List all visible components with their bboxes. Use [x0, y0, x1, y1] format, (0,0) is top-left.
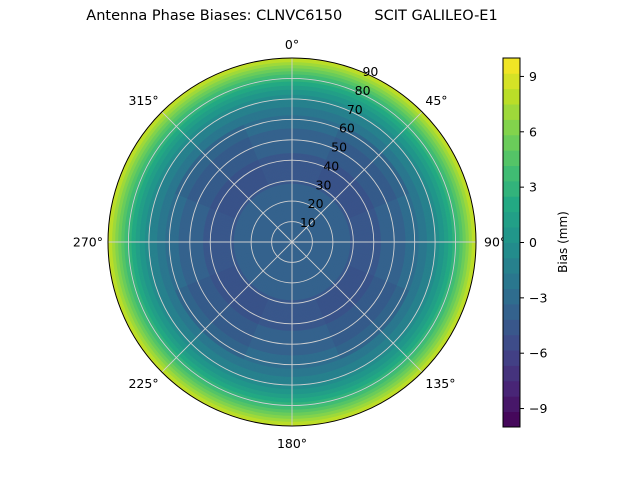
angular-gridline	[291, 241, 423, 373]
colorbar-segment	[503, 196, 520, 213]
chart-title: Antenna Phase Biases: CLNVC6150 SCIT GAL…	[86, 8, 498, 24]
colorbar-segment	[503, 73, 520, 90]
colorbar-segment	[503, 58, 520, 74]
angular-tick-label: 180°	[277, 436, 307, 451]
radial-tick-label: 80	[355, 83, 371, 98]
colorbar-segment	[503, 288, 520, 305]
colorbar-segment	[503, 396, 520, 413]
radial-tick-label: 90	[362, 64, 378, 79]
colorbar-segment	[503, 411, 520, 428]
colorbar-segment	[503, 181, 520, 197]
colorbar-segment	[503, 257, 520, 274]
colorbar-segment	[503, 227, 520, 243]
colorbar-segment	[503, 165, 520, 182]
colorbar-segment	[503, 88, 520, 105]
angular-tick-label: 270°	[73, 235, 103, 250]
colorbar-label: Bias (mm)	[556, 211, 570, 273]
colorbar-tick-label: −9	[529, 401, 547, 416]
angular-gridline	[291, 111, 423, 243]
colorbar-segment	[503, 104, 520, 120]
angular-gridline	[161, 111, 293, 243]
colorbar-segment	[503, 134, 520, 151]
radial-tick-label: 70	[347, 102, 363, 117]
colorbar-segment	[503, 334, 520, 351]
colorbar-segment	[503, 119, 520, 136]
colorbar: −9 −6 −3 0 3 6 9	[502, 57, 547, 428]
radial-tick-label: 10	[300, 215, 316, 230]
colorbar-tick-label: −6	[529, 346, 547, 361]
colorbar-tick-label: 3	[529, 180, 537, 195]
polar-grid	[108, 58, 476, 426]
angular-tick-label: 90°	[484, 235, 506, 250]
colorbar-segment	[503, 365, 520, 382]
colorbar-segment	[503, 319, 520, 336]
colorbar-segment	[503, 242, 520, 259]
colorbar-segment	[503, 304, 520, 320]
angular-tick-label: 225°	[128, 376, 158, 391]
angular-tick-label: 135°	[425, 376, 455, 391]
polar-frame	[107, 57, 477, 427]
radial-tick-labels: 10 20 30 40 50 60 70 80 90	[300, 64, 379, 230]
colorbar-segment	[503, 150, 520, 167]
radial-tick-label: 40	[323, 158, 339, 173]
radial-tick-label: 20	[308, 196, 324, 211]
colorbar-segment	[503, 380, 520, 397]
colorbar-tick-label: 9	[529, 69, 537, 84]
radial-tick-label: 30	[316, 177, 332, 192]
angular-gridline	[161, 241, 293, 373]
angular-tick-labels: 0° 45° 90° 135° 180° 225° 270° 315°	[73, 37, 506, 451]
colorbar-tick-label: −3	[529, 290, 547, 305]
colorbar-segment	[503, 350, 520, 366]
angular-tick-label: 0°	[285, 37, 299, 52]
radial-tick-label: 50	[331, 140, 347, 155]
colorbar-tick-label: 0	[529, 235, 537, 250]
colorbar-tick-label: 6	[529, 124, 537, 139]
radial-tick-label: 60	[339, 121, 355, 136]
angular-tick-label: 45°	[425, 93, 447, 108]
colorbar-segment	[503, 211, 520, 228]
angular-tick-label: 315°	[128, 93, 158, 108]
colorbar-segment	[503, 273, 520, 290]
